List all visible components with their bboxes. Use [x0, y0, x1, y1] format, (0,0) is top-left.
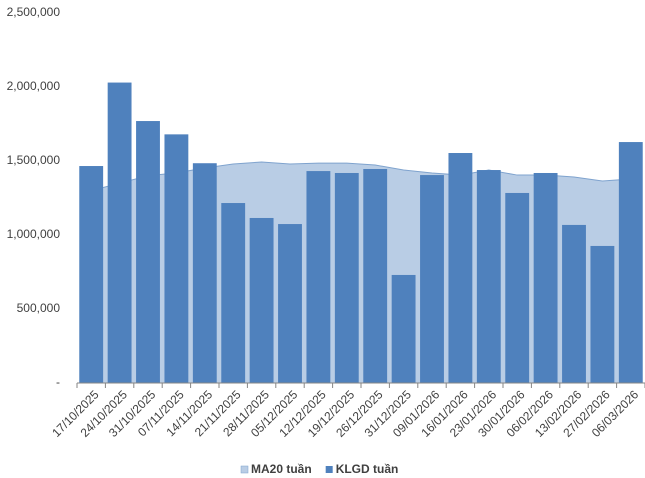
- bar: [420, 175, 444, 383]
- bar: [562, 224, 586, 383]
- bar: [334, 172, 359, 383]
- bar: [363, 168, 388, 383]
- bar: [448, 153, 473, 383]
- legend-swatch: [325, 466, 333, 473]
- bar: [164, 134, 189, 383]
- bar: [136, 121, 160, 383]
- bar: [221, 203, 246, 383]
- bar: [306, 171, 331, 383]
- y-tick-label: 500,000: [17, 301, 61, 315]
- y-tick-label: 1,500,000: [7, 153, 61, 167]
- bar: [391, 274, 416, 383]
- bar: [278, 224, 302, 383]
- bar: [249, 217, 274, 383]
- y-tick-label: 1,000,000: [7, 227, 61, 241]
- bar: [533, 172, 558, 383]
- bar: [618, 142, 643, 383]
- bar: [476, 170, 501, 383]
- bar: [79, 166, 104, 383]
- legend-swatch: [240, 465, 249, 474]
- bar: [505, 192, 530, 383]
- bar: [107, 82, 132, 383]
- legend: MA20 tuần KLGD tuần: [240, 462, 399, 476]
- y-tick-label: 2,000,000: [7, 79, 61, 93]
- legend-label: MA20 tuần: [251, 462, 312, 476]
- legend-label: KLGD tuần: [336, 462, 399, 476]
- y-tick-label: 2,500,000: [7, 5, 61, 19]
- bar: [192, 163, 217, 383]
- y-tick-label: -: [56, 375, 60, 389]
- bar: [590, 245, 615, 383]
